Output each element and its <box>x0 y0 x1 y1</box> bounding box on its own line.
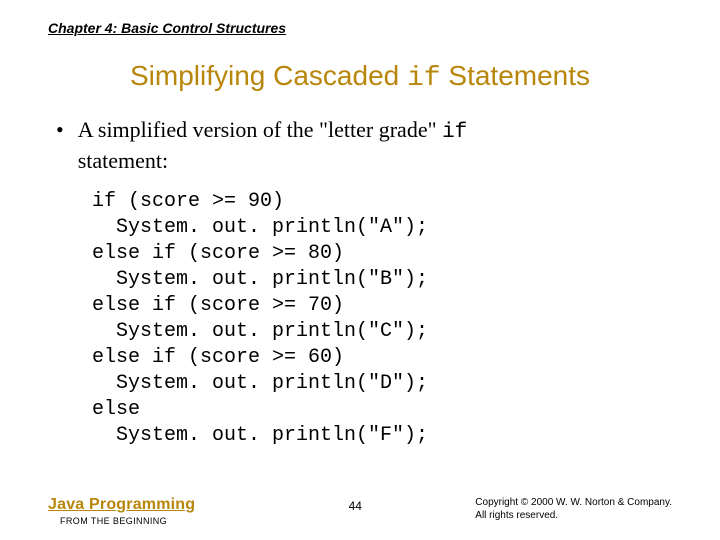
bullet-marker: • <box>56 116 64 144</box>
bullet-pre: A simplified version of the "letter grad… <box>78 117 442 142</box>
bullet-code: if <box>442 121 467 144</box>
title-code: if <box>407 63 441 94</box>
page-number: 44 <box>349 499 362 513</box>
footer-left: Java Programming FROM THE BEGINNING <box>48 496 195 526</box>
code-block: if (score >= 90) System. out. println("A… <box>92 189 672 449</box>
slide-title: Simplifying Cascaded if Statements <box>48 60 672 94</box>
book-title: Java Programming <box>48 496 195 514</box>
bullet-line2: statement: <box>78 148 168 173</box>
bullet-item: • A simplified version of the "letter gr… <box>56 116 672 175</box>
chapter-header: Chapter 4: Basic Control Structures <box>48 20 672 36</box>
copyright: Copyright © 2000 W. W. Norton & Company.… <box>475 496 672 522</box>
copyright-line2: All rights reserved. <box>475 510 558 521</box>
title-text-post: Statements <box>441 60 590 91</box>
book-subtitle: FROM THE BEGINNING <box>60 516 195 526</box>
bullet-text: A simplified version of the "letter grad… <box>78 116 468 175</box>
footer: Java Programming FROM THE BEGINNING 44 C… <box>48 496 672 526</box>
slide-page: Chapter 4: Basic Control Structures Simp… <box>0 0 720 540</box>
title-text-pre: Simplifying Cascaded <box>130 60 407 91</box>
copyright-line1: Copyright © 2000 W. W. Norton & Company. <box>475 497 672 508</box>
